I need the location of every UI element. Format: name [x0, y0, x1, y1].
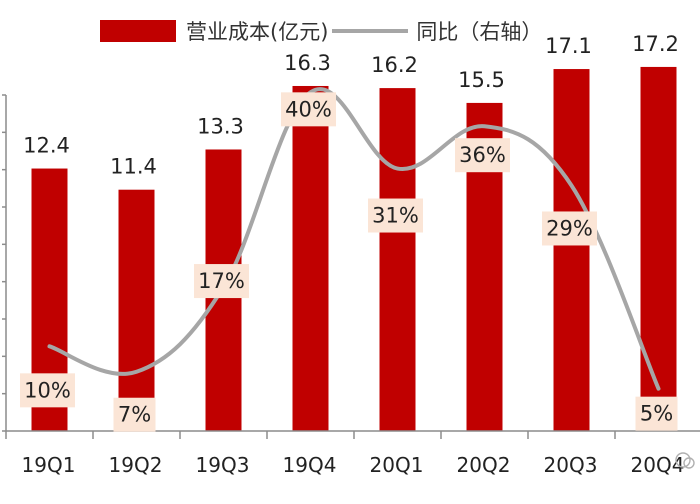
line-value-label-bg — [455, 138, 510, 173]
line-value-label-bg — [113, 397, 156, 432]
yoy-line — [47, 87, 661, 391]
line-value-label: 5% — [640, 402, 673, 426]
line-value-label: 10% — [24, 378, 71, 402]
x-tick-label: 19Q4 — [283, 453, 337, 477]
line-value-label-bg — [281, 92, 336, 127]
x-tick-label: 20Q1 — [370, 453, 424, 477]
bar-20Q1 — [379, 88, 416, 431]
line-value-label-bg — [20, 373, 75, 408]
legend-bar-label: 营业成本(亿元) — [186, 20, 329, 44]
line-value-label-bg — [368, 198, 423, 233]
bar-value-label: 17.2 — [632, 32, 679, 56]
line-value-label: 40% — [285, 97, 332, 121]
x-tick-label: 19Q3 — [196, 453, 250, 477]
bar-value-label: 16.2 — [371, 53, 418, 77]
bar-value-label: 16.3 — [284, 51, 331, 75]
line-value-label-bg — [194, 264, 249, 299]
x-tick-label: 20Q3 — [544, 453, 598, 477]
line-value-label-bg — [635, 396, 678, 431]
x-tick-label: 19Q1 — [22, 453, 76, 477]
bar-value-label: 17.1 — [545, 34, 592, 58]
legend-line-swatch — [332, 29, 409, 33]
bar-20Q4 — [640, 66, 677, 431]
legend-line-label: 同比（右轴） — [416, 20, 543, 44]
line-value-label: 36% — [459, 143, 506, 167]
line-value-label: 17% — [198, 269, 245, 293]
line-value-label-bg — [542, 211, 597, 246]
x-tick-label: 20Q2 — [457, 453, 511, 477]
legend-bar-swatch — [100, 20, 176, 42]
bar-19Q4 — [292, 85, 329, 431]
x-tick-label: 20Q4 — [631, 453, 685, 477]
bar-20Q3 — [553, 69, 590, 432]
x-tick-label: 19Q2 — [109, 453, 163, 477]
bar-value-label: 15.5 — [458, 68, 505, 92]
line-value-label: 31% — [372, 204, 419, 228]
legend: 营业成本(亿元) 同比（右轴） — [100, 16, 542, 46]
bar-19Q2 — [118, 189, 155, 431]
bar-value-label: 12.4 — [23, 134, 70, 158]
line-value-label: 29% — [546, 216, 593, 240]
wechat-watermark-icon — [675, 452, 695, 469]
line-value-label: 7% — [118, 403, 151, 427]
bar-value-label: 13.3 — [197, 114, 244, 138]
bar-value-label: 11.4 — [110, 155, 157, 179]
